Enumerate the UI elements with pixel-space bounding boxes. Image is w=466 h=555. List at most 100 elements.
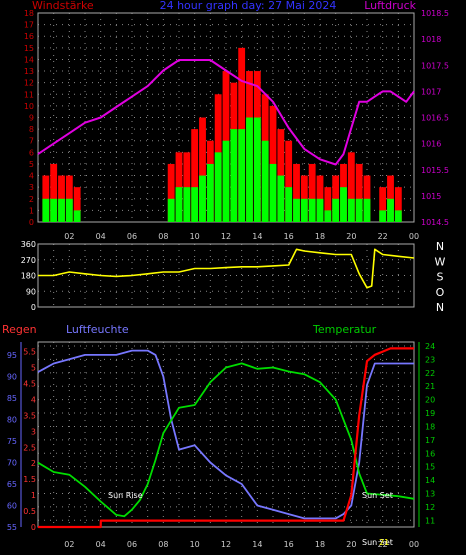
rain-line	[38, 347, 414, 529]
x-tick-label: 04	[96, 540, 106, 549]
temperature-y-tick-label: 16	[425, 449, 435, 458]
wind-y-tick-label: 8	[29, 125, 34, 134]
x-tick-label: 20	[346, 232, 356, 241]
wind-y-tick-label: 18	[24, 9, 34, 18]
wind-gust-bar	[347, 152, 355, 222]
wind-average-bar	[50, 198, 58, 222]
rain-y-tick-label: 1.5	[23, 475, 36, 484]
humidity-temperature-rain-chart: 55 60 65 70 75 80 85 90 95 0 0.5 1 1.5 2 2.5 3 3.5 4 4.5 5 5…	[7, 341, 435, 549]
rain-y-tick-label: 0	[31, 523, 36, 532]
temperature-y-tick-label: 20	[425, 396, 435, 405]
temperature-y-tick-label: 24	[425, 342, 435, 351]
pressure-y-tick-label: 1018.5	[421, 9, 449, 18]
temperature-y-tick-label: 22	[425, 369, 435, 378]
wind-y-tick-label: 15	[24, 44, 34, 53]
humidity-y-tick-label: 85	[7, 394, 17, 403]
wind-gust-bar	[199, 117, 206, 222]
wind-average-bar	[42, 198, 50, 222]
x-tick-label: 16	[284, 540, 294, 549]
wind-average-bar	[308, 198, 316, 222]
compass-label: S	[437, 271, 444, 284]
direction-y-tick-label: 0	[31, 303, 36, 312]
plot-frame	[37, 341, 415, 528]
wind-average-bar	[191, 187, 199, 222]
wind-average-bar	[73, 210, 81, 222]
wind-average-bar	[65, 198, 73, 222]
rain-y-tick-label: 5.5	[23, 348, 36, 357]
wind-average-bar	[261, 140, 269, 222]
wind-average-bar	[394, 210, 402, 222]
wind-gust-bar	[285, 140, 293, 222]
wind-average-bar	[246, 117, 253, 222]
wind-average-bar	[387, 198, 394, 222]
rain-y-tick-label: 4	[31, 395, 36, 404]
wind-average-bar	[58, 198, 65, 222]
pressure-y-tick-label: 1017	[421, 87, 441, 96]
wind-y-tick-label: 10	[24, 102, 34, 111]
x-tick-label: 16	[284, 232, 294, 241]
x-tick-label: 06	[127, 232, 137, 241]
rain-y-tick-label: 0.5	[23, 507, 36, 516]
x-tick-label: 22	[378, 232, 388, 241]
wind-average-bar	[269, 163, 277, 222]
compass-label: N	[436, 301, 444, 314]
sunset-label: Sun Set	[362, 491, 393, 500]
pressure-y-tick-label: 1015.5	[421, 166, 449, 175]
sunset-time-label: Sun Set	[362, 538, 393, 547]
sunset-time-marker: 21	[379, 538, 389, 547]
wind-direction-line	[38, 248, 415, 289]
wind-gust-bar	[183, 152, 191, 222]
temperature-y-tick-label: 11	[425, 516, 435, 525]
wind-average-bar	[238, 129, 246, 222]
pressure-y-tick-label: 1016	[421, 140, 441, 149]
wind-average-bar	[355, 198, 363, 222]
wind-gust-bar	[355, 163, 363, 222]
wind-average-bar	[253, 117, 261, 222]
wind-average-bar	[167, 198, 175, 222]
x-tick-label: 18	[315, 540, 325, 549]
direction-y-tick-label: 90	[26, 287, 36, 296]
compass-label: O	[436, 286, 445, 299]
x-tick-label: 00	[409, 232, 419, 241]
humidity-y-tick-label: 65	[7, 480, 17, 489]
wind-gust-bar	[293, 163, 300, 222]
humidity-y-tick-label: 80	[7, 415, 17, 424]
wind-average-bar	[175, 187, 183, 222]
temperature-y-tick-label: 15	[425, 463, 435, 472]
temperature-y-tick-label: 14	[425, 476, 435, 485]
rain-y-tick-label: 5	[31, 364, 36, 373]
x-tick-label: 02	[64, 540, 74, 549]
wind-average-bar	[285, 187, 293, 222]
wind-y-tick-label: 9	[29, 114, 34, 123]
wind-gust-bar	[175, 152, 183, 222]
rain-y-tick-label: 1	[31, 491, 36, 500]
wind-y-tick-label: 12	[24, 79, 34, 88]
compass-label: N	[436, 240, 444, 253]
wind-y-tick-label: 0	[29, 218, 34, 227]
x-tick-label: 08	[158, 232, 168, 241]
x-tick-label: 14	[252, 540, 262, 549]
pressure-y-tick-label: 1017.5	[421, 61, 449, 70]
direction-y-tick-label: 270	[21, 256, 36, 265]
humidity-y-tick-label: 55	[7, 523, 17, 532]
direction-y-tick-label: 180	[21, 272, 36, 281]
wind-gust-bar	[308, 163, 316, 222]
pressure-y-tick-label: 1014.5	[421, 218, 449, 227]
rain-title: Regen	[2, 323, 37, 336]
wind-average-bar	[316, 198, 324, 222]
x-tick-label: 12	[221, 540, 231, 549]
x-tick-label: 10	[190, 540, 200, 549]
temperature-y-tick-label: 17	[425, 436, 435, 445]
x-tick-label: 12	[221, 232, 231, 241]
wind-gust-bar	[73, 187, 81, 222]
wind-gust-bar	[191, 129, 199, 222]
x-tick-label: 18	[315, 232, 325, 241]
wind-y-tick-label: 5	[29, 160, 34, 169]
x-tick-label: 20	[346, 540, 356, 549]
x-tick-label: 14	[252, 232, 262, 241]
temperature-line	[37, 362, 415, 518]
pressure-line	[37, 59, 415, 166]
chart-title: 24 hour graph day: 27 Mai 2024	[160, 0, 337, 12]
wind-gust-bar	[50, 163, 58, 222]
